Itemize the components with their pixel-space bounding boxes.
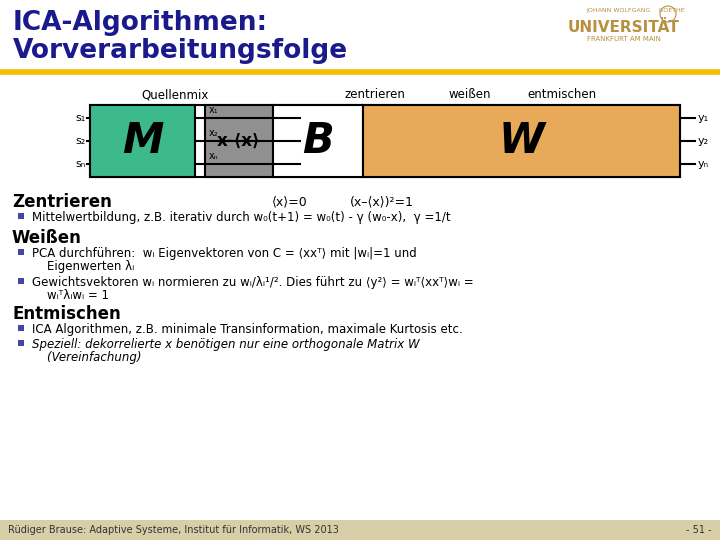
Bar [18, 213, 24, 219]
Text: FRANKFURT AM MAIN: FRANKFURT AM MAIN [587, 36, 661, 42]
Bar [18, 325, 24, 331]
Text: - 51 -: - 51 - [686, 525, 712, 535]
Text: xₙ: xₙ [209, 151, 219, 161]
Text: y₂: y₂ [698, 136, 709, 146]
Text: zentrieren: zentrieren [345, 88, 405, 101]
Text: x-⟨x⟩: x-⟨x⟩ [217, 132, 261, 150]
Text: s₁: s₁ [76, 113, 86, 123]
Text: Entmischen: Entmischen [12, 305, 121, 323]
Text: (x–⟨x⟩)²=1: (x–⟨x⟩)²=1 [350, 195, 414, 208]
Text: sₙ: sₙ [76, 159, 86, 169]
Text: Weißen: Weißen [12, 229, 82, 247]
Text: PCA durchführen:  wᵢ Eigenvektoren von C = ⟨xxᵀ⟩ mit |wᵢ|=1 und: PCA durchführen: wᵢ Eigenvektoren von C … [32, 247, 417, 260]
Text: UNIVERSITÄT: UNIVERSITÄT [568, 20, 680, 35]
Bar [18, 278, 24, 284]
Text: B: B [302, 120, 334, 162]
Text: ⟨x⟩=0: ⟨x⟩=0 [272, 195, 307, 208]
Bar [90, 105, 680, 177]
Text: Gewichtsvektoren wᵢ normieren zu wᵢ/λᵢ¹/². Dies führt zu ⟨y²⟩ = wᵢᵀ⟨xxᵀ⟩wᵢ =: Gewichtsvektoren wᵢ normieren zu wᵢ/λᵢ¹/… [32, 276, 474, 289]
Text: M: M [122, 120, 163, 162]
Bar [90, 105, 195, 177]
Bar [18, 340, 24, 346]
Text: (Vereinfachung): (Vereinfachung) [32, 351, 142, 364]
Bar [363, 105, 680, 177]
Text: yₙ: yₙ [698, 159, 709, 169]
Text: Rüdiger Brause: Adaptive Systeme, Institut für Informatik, WS 2013: Rüdiger Brause: Adaptive Systeme, Instit… [8, 525, 339, 535]
Text: entmischen: entmischen [528, 88, 597, 101]
Text: Vorverarbeitungsfolge: Vorverarbeitungsfolge [13, 38, 348, 64]
Text: y₁: y₁ [698, 113, 709, 123]
Text: Eigenwerten λᵢ: Eigenwerten λᵢ [32, 260, 134, 273]
Text: Speziell: dekorrelierte x benötigen nur eine orthogonale Matrix W: Speziell: dekorrelierte x benötigen nur … [32, 338, 420, 351]
Bar [273, 105, 363, 177]
Text: x₁: x₁ [209, 105, 219, 115]
Text: wᵢᵀλᵢwᵢ = 1: wᵢᵀλᵢwᵢ = 1 [32, 289, 109, 302]
Bar [18, 249, 24, 255]
Text: Quellenmix: Quellenmix [141, 88, 209, 101]
Text: s₂: s₂ [76, 136, 86, 146]
Text: x₂: x₂ [209, 128, 219, 138]
Text: Zentrieren: Zentrieren [12, 193, 112, 211]
Text: W: W [498, 120, 544, 162]
Bar [205, 105, 273, 177]
Text: JOHANN WOLFGANG    GOETHE: JOHANN WOLFGANG GOETHE [587, 8, 685, 13]
Text: ICA-Algorithmen:: ICA-Algorithmen: [13, 10, 268, 36]
Text: weißen: weißen [449, 88, 491, 101]
Text: Mittelwertbildung, z.B. iterativ durch w₀(t+1) = w₀(t) - γ (w₀-x),  γ =1/t: Mittelwertbildung, z.B. iterativ durch w… [32, 211, 451, 224]
Bar [0, 520, 720, 540]
Text: ICA Algorithmen, z.B. minimale Transinformation, maximale Kurtosis etc.: ICA Algorithmen, z.B. minimale Transinfo… [32, 323, 463, 336]
